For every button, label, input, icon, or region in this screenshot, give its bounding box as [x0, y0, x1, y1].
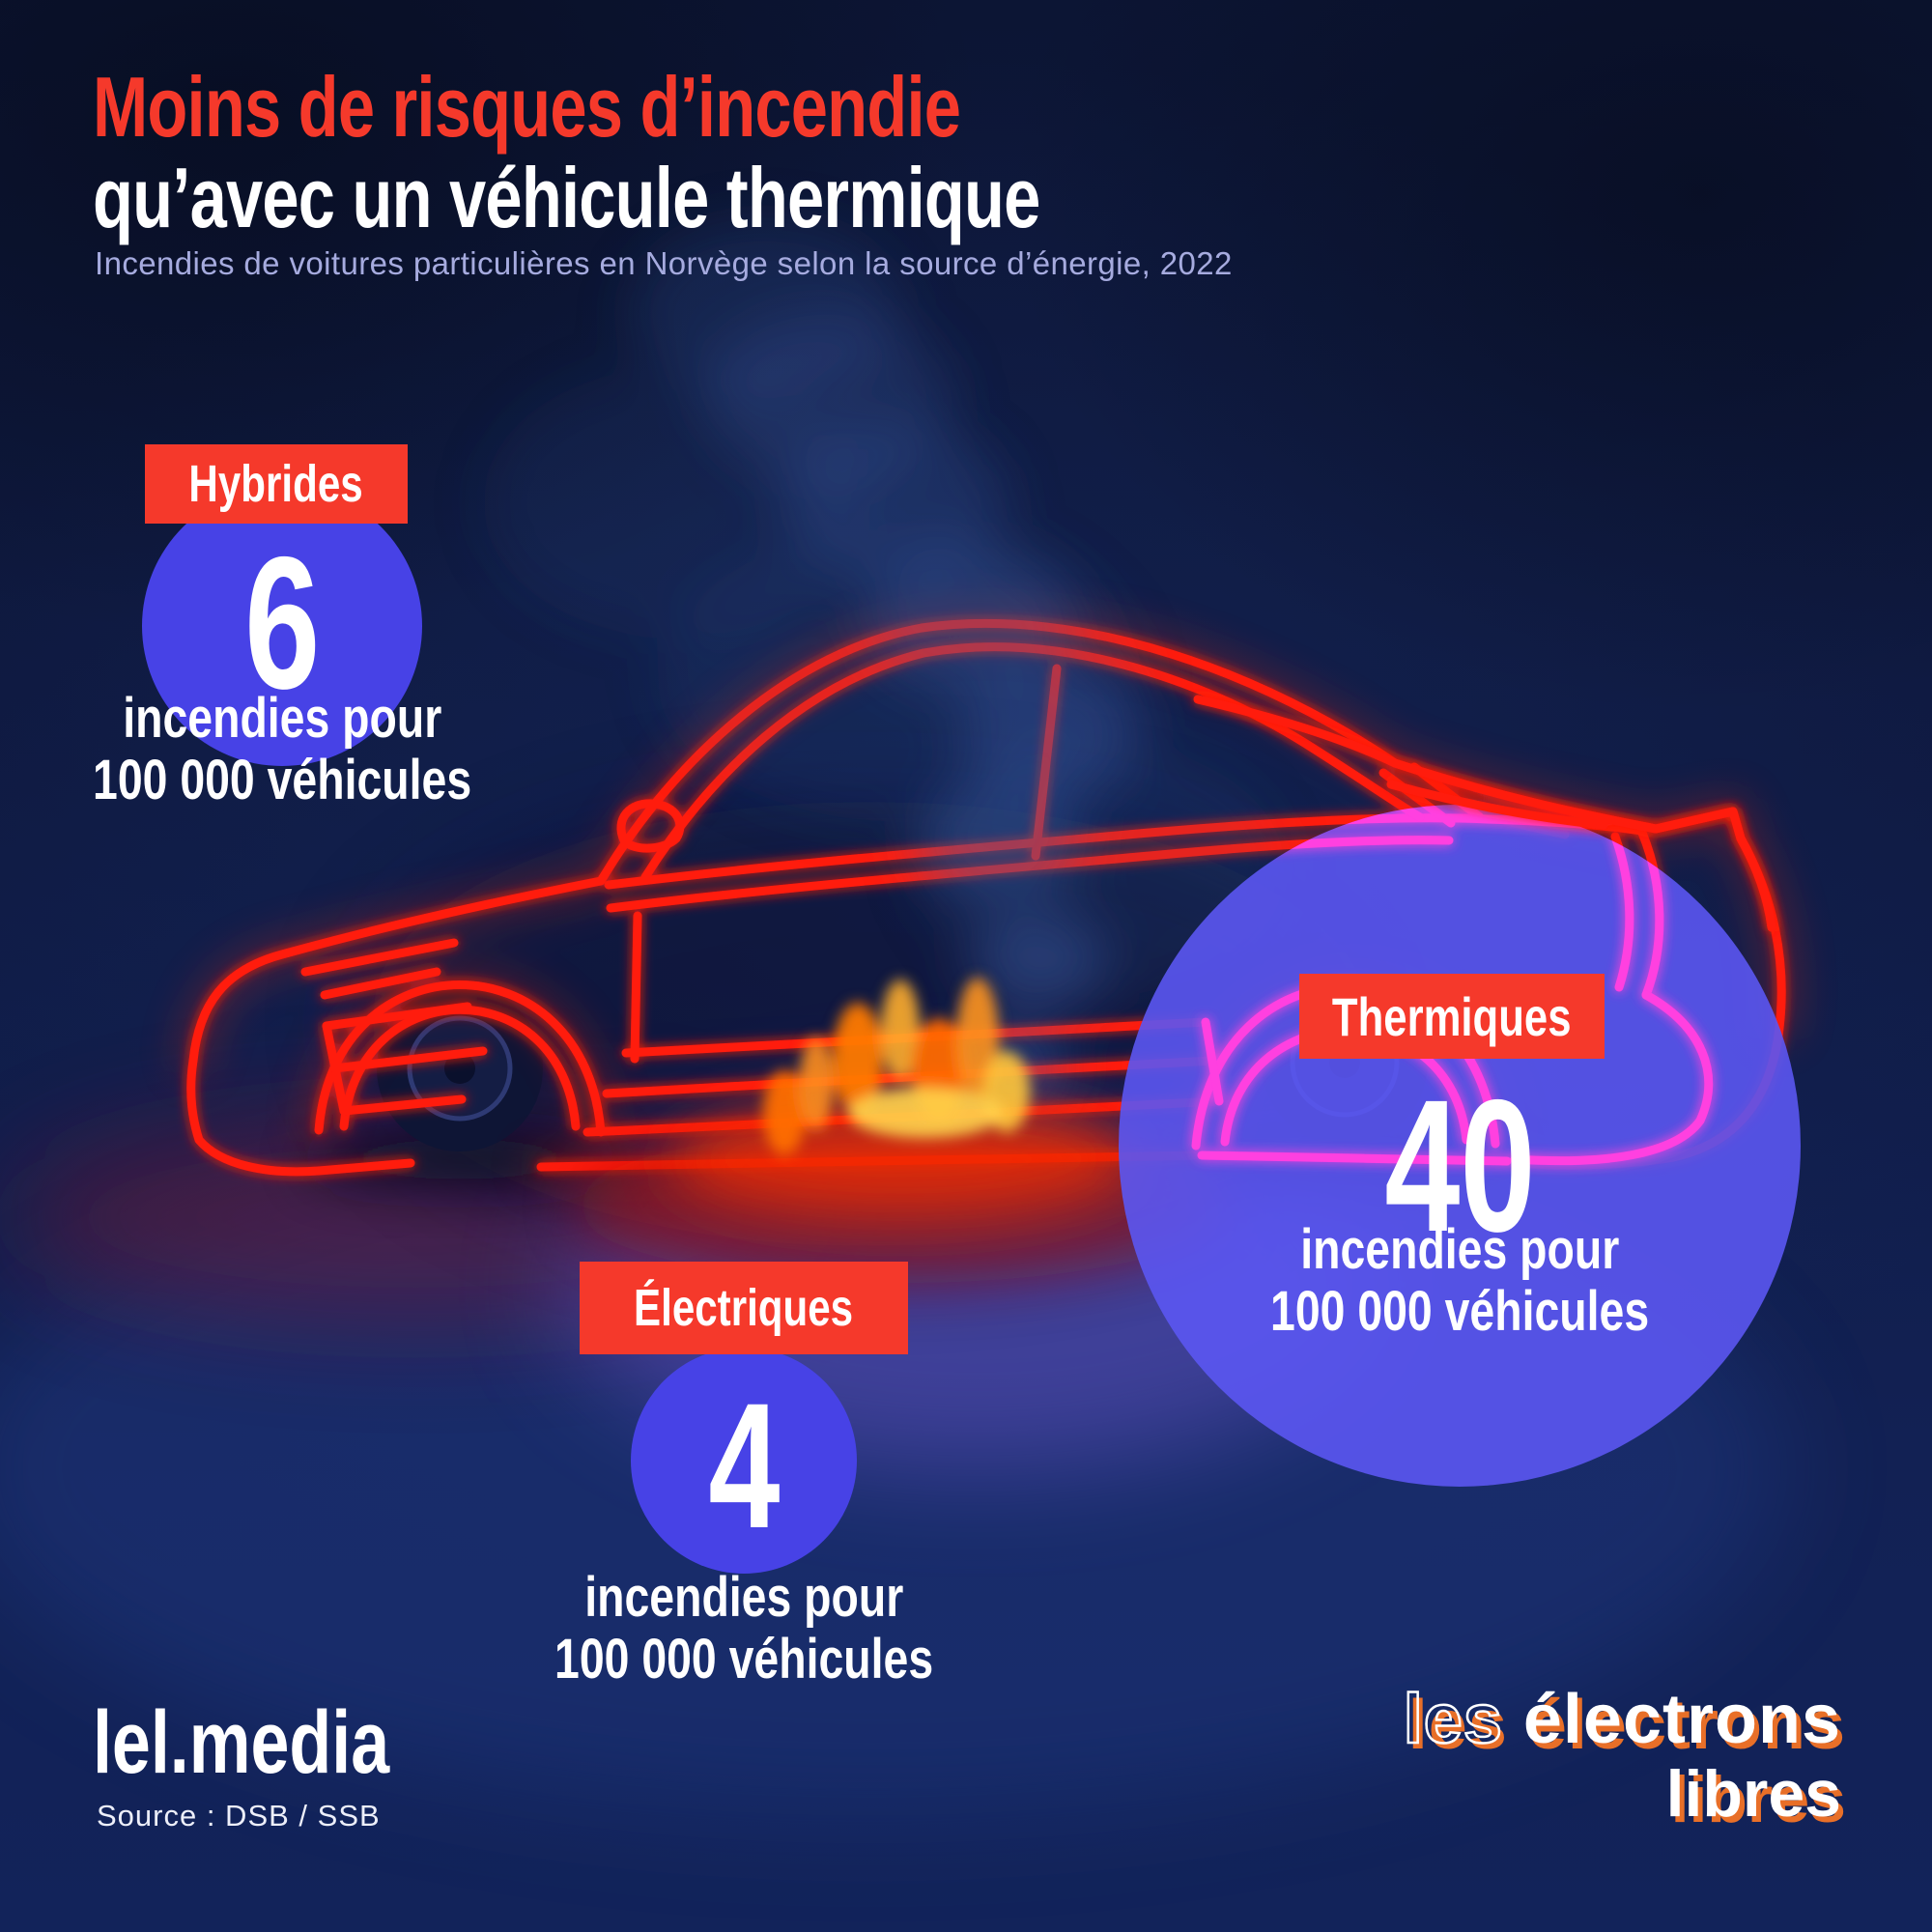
title-line-1: Moins de risques d’incendie: [93, 62, 1205, 153]
hybrides-bubble: [142, 486, 422, 766]
electriques-label-text: Électriques: [634, 1279, 854, 1337]
logo-line-2: libres: [1665, 1757, 1841, 1831]
thermiques-label-text: Thermiques: [1332, 985, 1572, 1047]
thermiques-caption: incendies pour 100 000 véhicules: [1269, 1218, 1650, 1343]
thermiques-value: 40: [1383, 1061, 1536, 1271]
source-note: Source : DSB / SSB: [97, 1799, 381, 1833]
title-line-2: qu’avec un véhicule thermique: [93, 153, 1307, 243]
electriques-bubble: [631, 1348, 857, 1574]
electriques-caption: incendies pour 100 000 véhicules: [554, 1566, 934, 1690]
thermiques-bubble-fill: [1119, 805, 1801, 1487]
hybrides-label: Hybrides: [145, 444, 408, 524]
logo-word-les: les: [1403, 1681, 1504, 1758]
electriques-label: Électriques: [580, 1262, 908, 1354]
brand-wordmark: lel.media: [93, 1693, 390, 1792]
smoke-plume: [483, 222, 1285, 1109]
fire-flames: [575, 978, 1232, 1283]
hybrides-value: 6: [243, 518, 321, 728]
thermiques-label: Thermiques: [1299, 974, 1605, 1059]
logo-word-electrons: électrons: [1502, 1681, 1841, 1758]
title-line-1-text: Moins de risques d’incendie: [93, 59, 961, 155]
logo-line-1: les électrons: [1294, 1681, 1841, 1758]
hybrides-caption: incendies pour 100 000 véhicules: [92, 687, 472, 811]
les-electrons-libres-logo: les électrons libres: [1294, 1681, 1841, 1831]
hybrides-label-text: Hybrides: [188, 455, 364, 513]
electriques-value: 4: [707, 1367, 781, 1566]
neon-car-tail-red: [1193, 695, 1776, 932]
subtitle: Incendies de voitures particulières en N…: [95, 245, 1233, 281]
title-line-2-text: qu’avec un véhicule thermique: [93, 150, 1040, 245]
